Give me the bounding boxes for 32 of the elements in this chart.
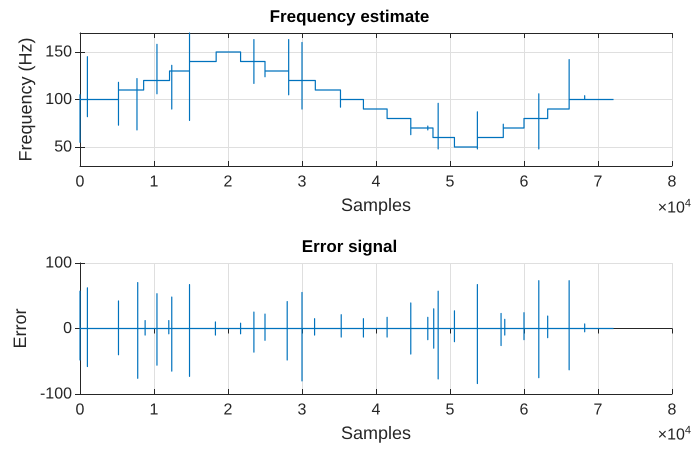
x-axis-title: Samples xyxy=(340,195,412,215)
x-tick-label: 5 xyxy=(446,174,455,190)
line-series xyxy=(79,280,614,384)
y-axis-title: Error xyxy=(10,308,30,348)
x-tick-label: 0 xyxy=(76,402,85,418)
y-tick-label: -100 xyxy=(40,386,72,402)
chart-title: Error signal xyxy=(302,237,398,256)
x-tick-label: 4 xyxy=(372,174,381,190)
x-axis-title: Samples xyxy=(340,423,412,443)
y-axis-title: Frequency (Hz) xyxy=(15,37,36,162)
x-tick-label: 7 xyxy=(594,174,603,190)
x-tick-label: 1 xyxy=(150,402,159,418)
y-tick-label: 100 xyxy=(45,91,72,108)
x-tick-label: 5 xyxy=(446,402,455,418)
line-series xyxy=(79,32,614,150)
x-tick-label: 4 xyxy=(372,402,381,418)
y-tick-label: 50 xyxy=(54,138,72,156)
x-tick-label: 8 xyxy=(668,174,677,190)
x-tick-label: 6 xyxy=(520,174,529,190)
x-tick-label: 6 xyxy=(520,402,529,418)
chart-title: Frequency estimate xyxy=(270,7,430,26)
x-tick-label: 7 xyxy=(594,402,603,418)
x-tick-label: 1 xyxy=(150,174,159,190)
y-tick-label: 0 xyxy=(63,320,72,337)
x-tick-label: 2 xyxy=(224,402,233,418)
x-tick-label: 0 xyxy=(76,174,85,190)
x-tick-label: 8 xyxy=(668,402,677,418)
x-tick-label: 3 xyxy=(298,402,307,418)
x-tick-label: 2 xyxy=(224,174,233,190)
y-tick-label: 150 xyxy=(45,44,72,60)
y-tick-label: 100 xyxy=(45,254,72,272)
x-tick-label: 3 xyxy=(298,174,307,190)
